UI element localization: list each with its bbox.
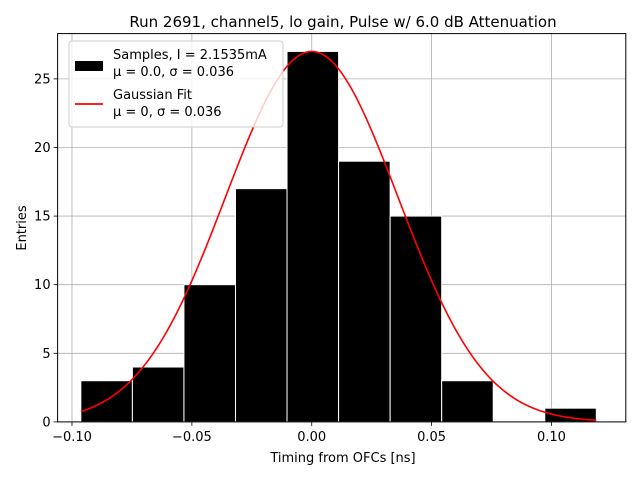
x-tick-label: −0.05 — [172, 430, 212, 445]
x-tick-label: 0.05 — [417, 430, 446, 445]
x-axis-ticks: −0.10 −0.05 0.00 0.05 0.10 — [52, 421, 566, 445]
histogram-bar — [286, 50, 340, 423]
histogram-bar — [131, 366, 185, 423]
histogram-bar — [389, 215, 443, 423]
y-tick-label: 15 — [34, 210, 51, 225]
histogram-bar — [234, 188, 288, 423]
y-tick-label: 0 — [42, 415, 50, 430]
gaussian-fit-curve — [80, 50, 597, 422]
y-tick-label: 10 — [34, 278, 51, 293]
chart-title: Run 2691, channel5, lo gain, Pulse w/ 6.… — [129, 13, 556, 31]
legend-box — [68, 40, 284, 128]
legend: Samples, I = 2.1535mA μ = 0.0, σ = 0.036… — [68, 40, 284, 128]
histogram-bars — [80, 50, 597, 423]
x-tick-label: 0.10 — [537, 430, 566, 445]
y-axis-label: Entries — [15, 205, 30, 251]
histogram-bar — [338, 160, 391, 423]
legend-samples-label: Samples, I = 2.1535mA — [113, 48, 267, 63]
y-axis-ticks: 0 5 10 15 20 25 — [34, 72, 58, 430]
y-tick-label: 5 — [42, 347, 50, 362]
x-tick-label: −0.10 — [52, 430, 92, 445]
plot-frame — [57, 33, 627, 423]
legend-fit-label: Gaussian Fit — [113, 88, 192, 103]
histogram-bar — [441, 380, 494, 423]
y-tick-label: 20 — [34, 141, 51, 156]
x-axis-label: Timing from OFCs [ns] — [269, 451, 415, 466]
y-tick-label: 25 — [34, 72, 51, 87]
legend-fit-stats: μ = 0, σ = 0.036 — [113, 105, 222, 120]
x-tick-label: 0.00 — [297, 430, 326, 445]
legend-swatch-samples — [75, 61, 103, 71]
legend-samples-stats: μ = 0.0, σ = 0.036 — [113, 65, 234, 80]
histogram-bar — [183, 284, 236, 423]
